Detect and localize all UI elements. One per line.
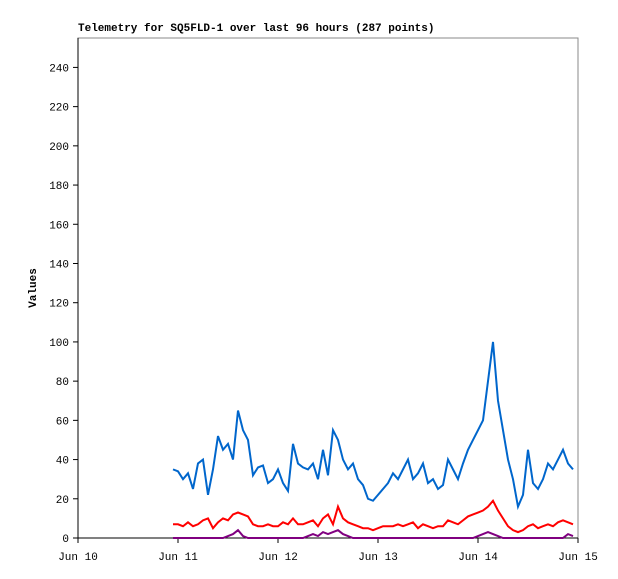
- y-tick-label: 180: [49, 181, 69, 193]
- y-tick-label: 240: [49, 63, 69, 75]
- y-tick-label: 60: [56, 416, 69, 428]
- series-line: [173, 528, 574, 539]
- y-tick-label: 140: [49, 259, 69, 271]
- y-axis-label: Values: [28, 268, 40, 308]
- x-tick-label: Jun 12: [258, 552, 298, 564]
- y-tick-label: 160: [49, 220, 69, 232]
- y-tick-label: 200: [49, 142, 69, 154]
- y-tick-label: 80: [56, 377, 69, 389]
- x-tick-label: Jun 10: [58, 552, 98, 564]
- y-tick-label: 100: [49, 338, 69, 350]
- y-tick-label: 40: [56, 456, 69, 468]
- chart-title: Telemetry for SQ5FLD-1 over last 96 hour…: [78, 23, 434, 35]
- y-tick-label: 220: [49, 103, 69, 115]
- x-tick-label: Jun 15: [558, 552, 598, 564]
- y-tick-label: 20: [56, 495, 69, 507]
- series-line: [172, 341, 574, 511]
- x-tick-label: Jun 14: [458, 552, 498, 564]
- x-tick-label: Jun 11: [158, 552, 198, 564]
- plot-frame: [77, 37, 579, 539]
- y-tick-label: 0: [62, 534, 69, 546]
- series-line: [173, 498, 574, 534]
- x-tick-label: Jun 13: [358, 552, 398, 564]
- y-tick-label: 120: [49, 299, 69, 311]
